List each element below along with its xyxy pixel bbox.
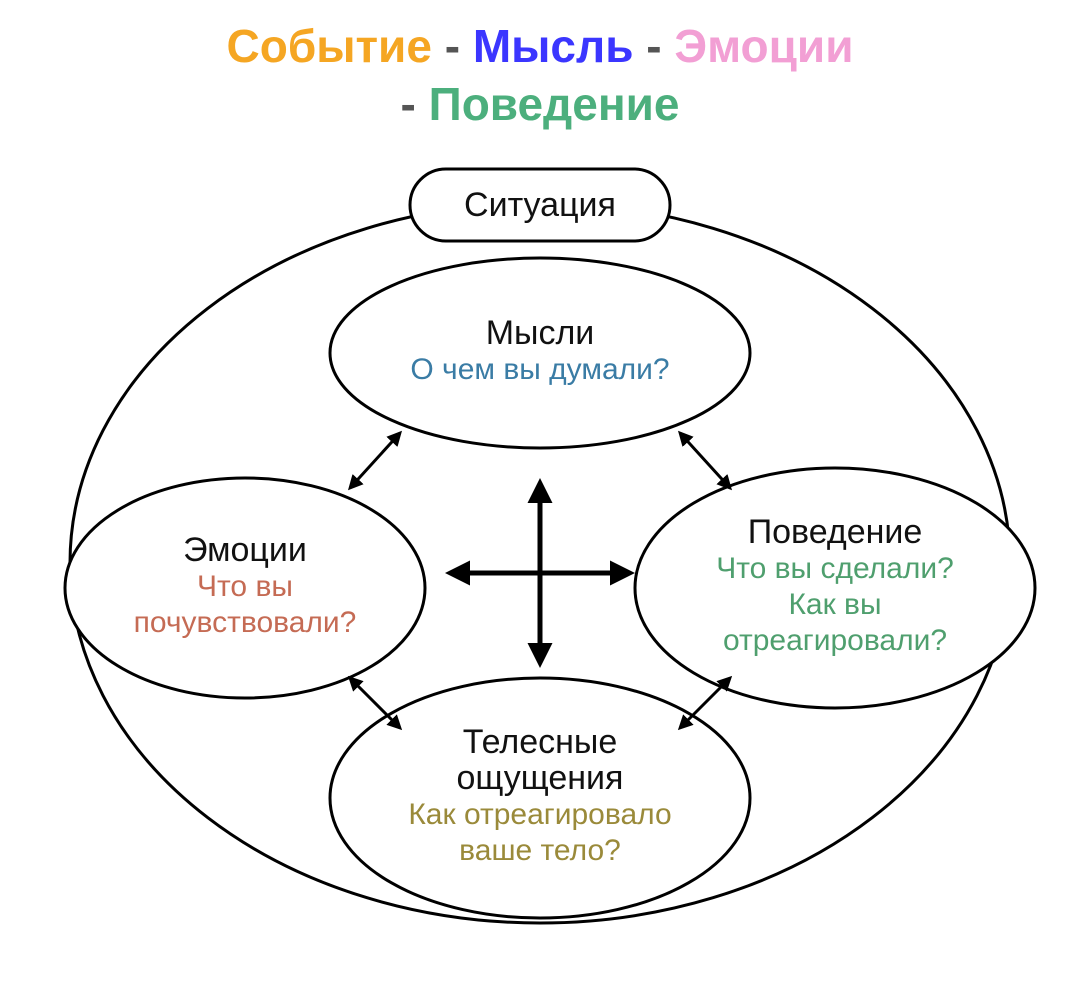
title-word-4: Поведение [429, 78, 680, 130]
diagram-container: СитуацияМыслиО чем вы думали?ЭмоцииЧто в… [0, 133, 1080, 953]
title-word-3: Эмоции [674, 20, 853, 72]
node-emotions-text-0: Эмоции [183, 531, 307, 569]
title-sep-2: - [634, 20, 675, 72]
node-behavior-text-3: отреагировали? [723, 624, 947, 657]
situation-label: Ситуация [464, 186, 616, 224]
node-thoughts-text-0: Мысли [486, 314, 595, 352]
node-emotions-text-2: почувствовали? [134, 606, 357, 639]
title-word-2: Мысль [473, 20, 634, 72]
node-body-text-2: Как отреагировало [408, 798, 671, 831]
bi-arrow-1 [680, 433, 730, 488]
node-body-text-1: ощущения [457, 759, 624, 797]
node-behavior-text-2: Как вы [788, 588, 881, 621]
bi-arrow-0 [350, 433, 400, 488]
node-behavior-text-0: Поведение [748, 513, 923, 551]
node-emotions-text-1: Что вы [197, 570, 293, 603]
page-title: Событие - Мысль - Эмоции - Поведение [0, 0, 1080, 133]
title-sep-1: - [432, 20, 473, 72]
title-word-1: Событие [227, 20, 432, 72]
node-body-text-0: Телесные [463, 723, 618, 761]
node-behavior-text-1: Что вы сделали? [716, 552, 954, 585]
bi-arrow-2 [350, 678, 400, 728]
bi-arrow-3 [680, 678, 730, 728]
title-sep-3: - [401, 78, 429, 130]
cbt-diagram: СитуацияМыслиО чем вы думали?ЭмоцииЧто в… [0, 133, 1080, 953]
node-body-text-3: ваше тело? [459, 834, 621, 867]
node-thoughts-text-1: О чем вы думали? [410, 353, 669, 386]
